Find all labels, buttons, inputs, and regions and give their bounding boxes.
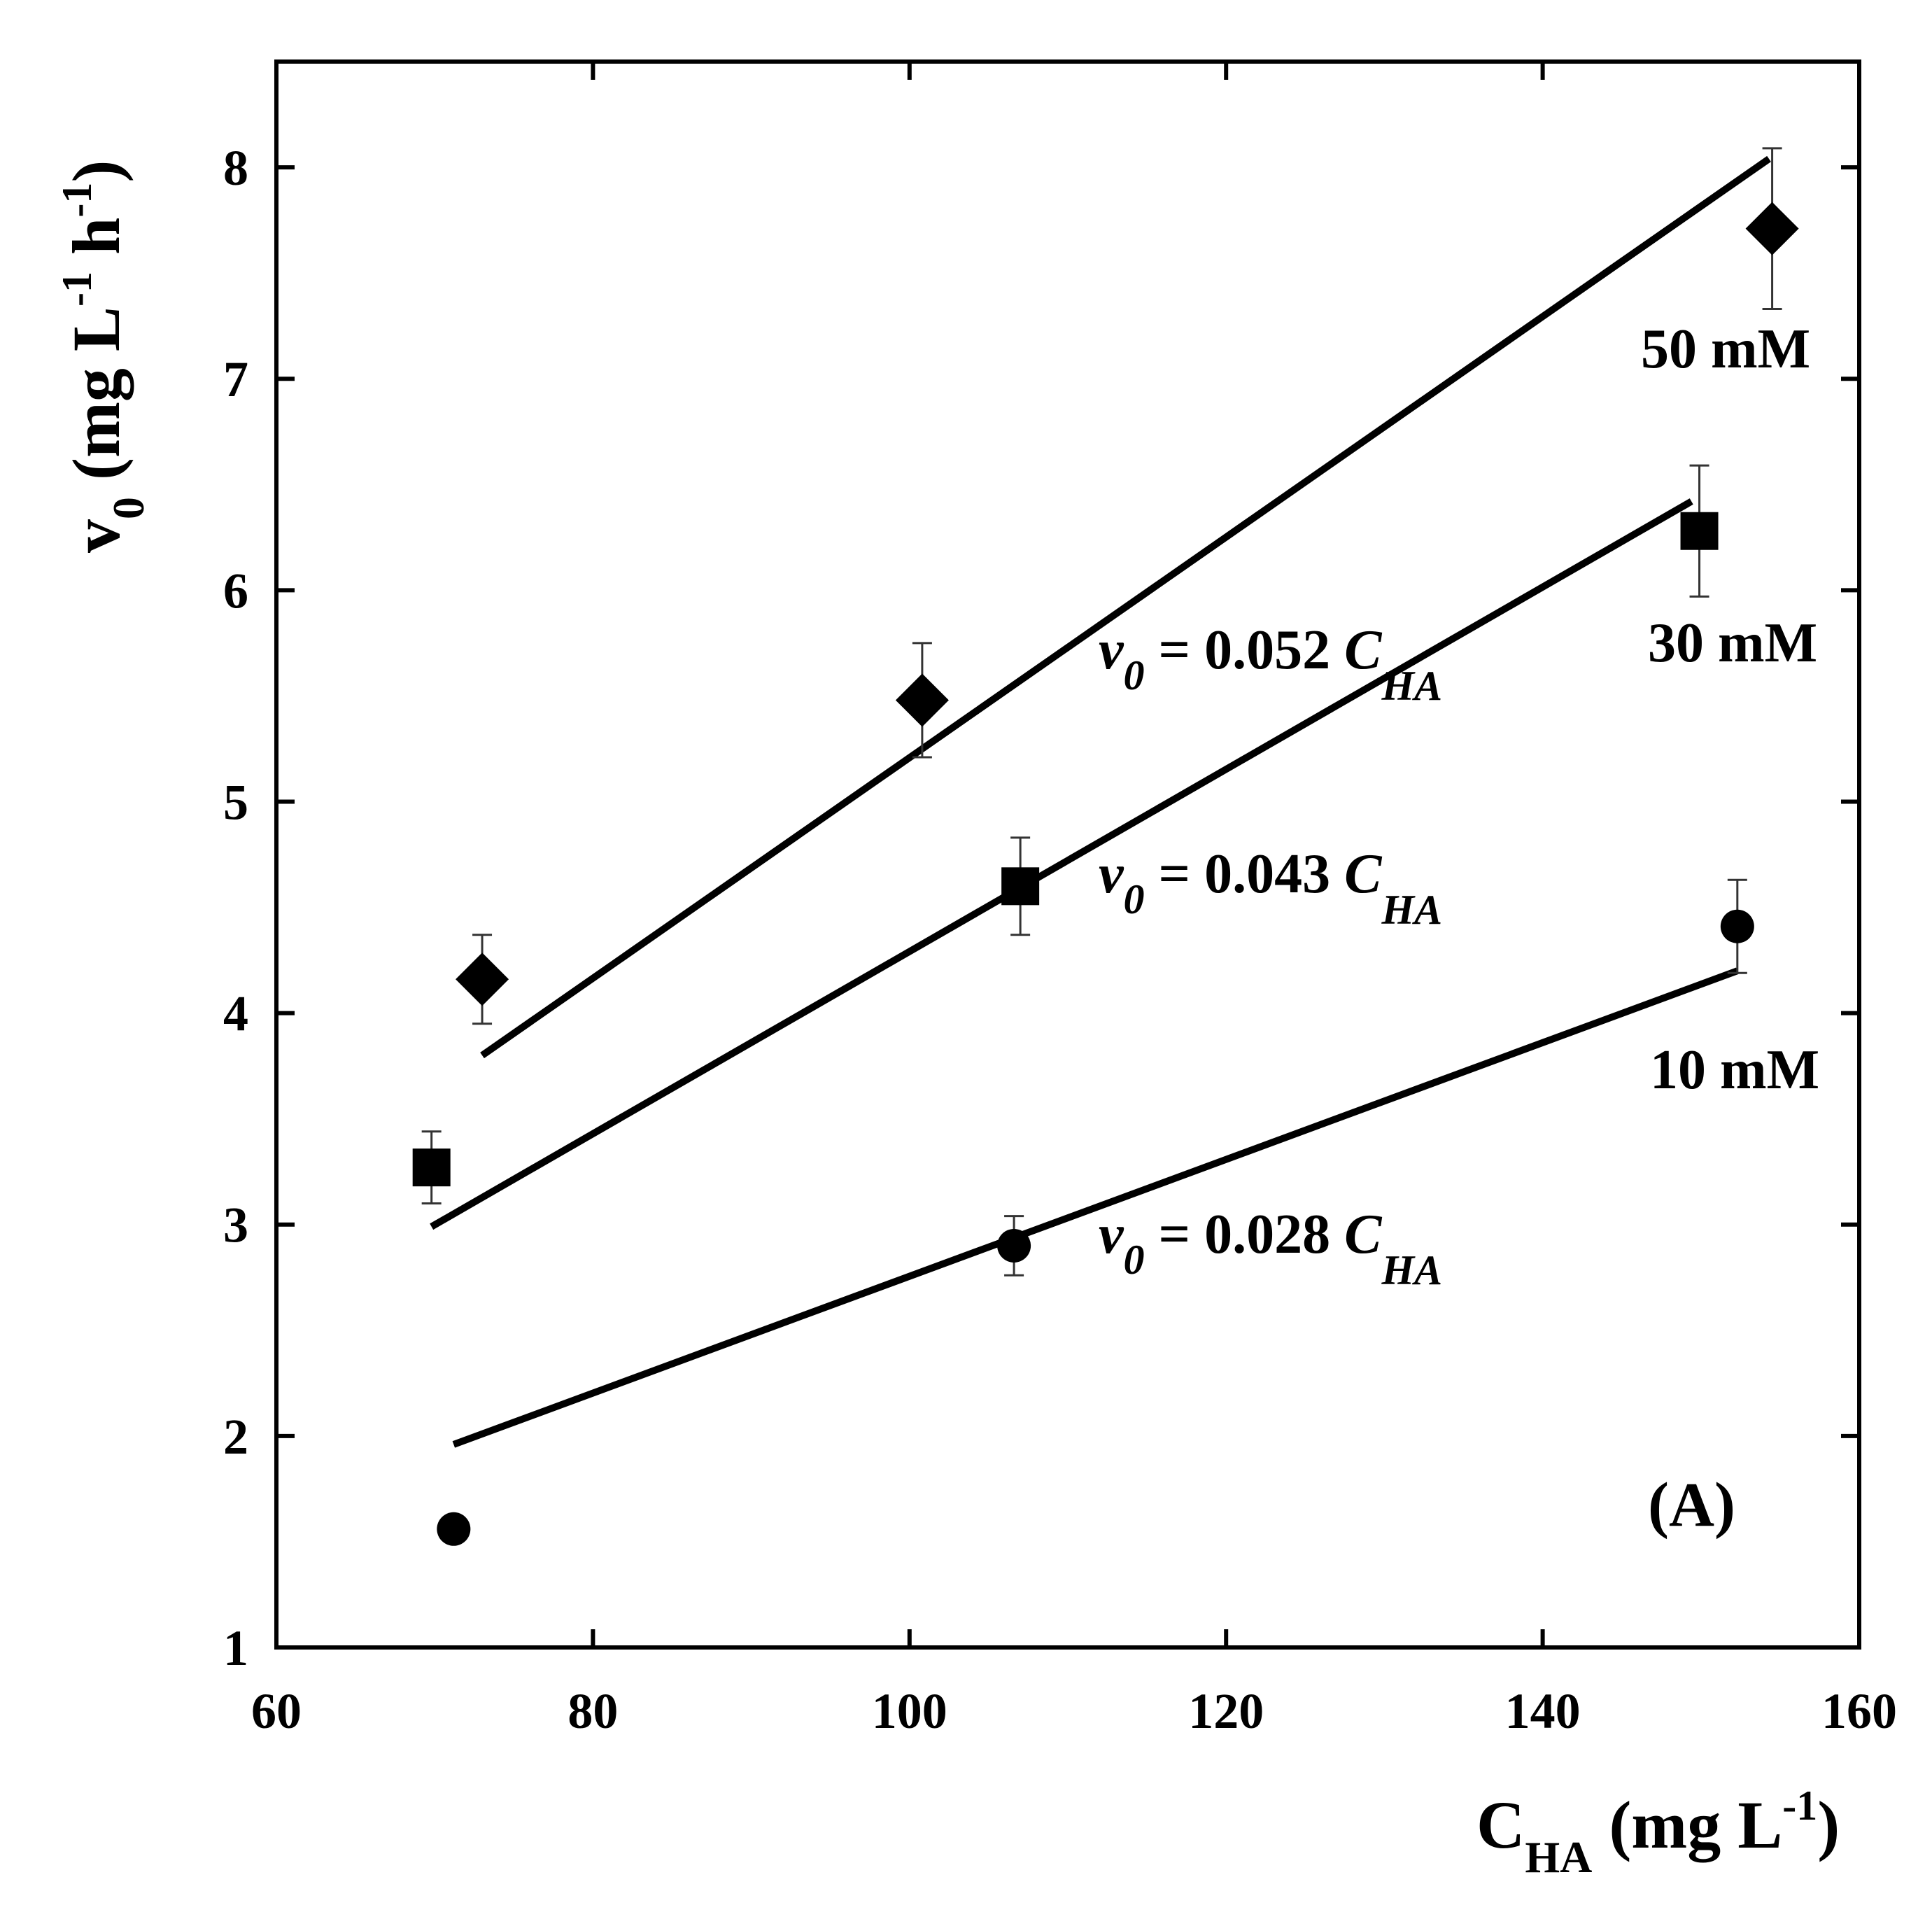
eq-50mm-text: = 0.052 [1145, 619, 1345, 681]
x-tick-label: 80 [567, 1683, 618, 1739]
x-tick-label: 100 [872, 1683, 947, 1739]
eq-50mm-coef: C [1344, 619, 1383, 681]
y-axis-title-mid: h [59, 218, 134, 272]
fit-lines [430, 155, 1771, 1448]
eq-30mm-text: = 0.043 [1145, 843, 1345, 905]
fit-line-circle [452, 967, 1739, 1448]
plot-frame [274, 59, 1861, 1650]
y-axis-title: v0 (mg L-1 h-1) [54, 160, 153, 553]
eq-10mm-var: v [1099, 1204, 1124, 1265]
eq-50mm-coef-sub: HA [1381, 663, 1442, 709]
fit-line-diamond [480, 155, 1771, 1059]
y-tick-label: 4 [223, 986, 248, 1042]
eq-30mm-coef: C [1344, 843, 1383, 905]
equation-50mm: v0 = 0.052 CHA [1099, 619, 1442, 709]
eq-10mm-coef-sub: HA [1381, 1247, 1442, 1293]
x-tick-label: 120 [1188, 1683, 1264, 1739]
x-tick-label: 160 [1821, 1683, 1897, 1739]
y-axis-title-sup2: -1 [54, 183, 100, 218]
point-diamond [1745, 202, 1799, 255]
point-diamond [895, 673, 949, 727]
y-tick-label: 5 [223, 774, 248, 830]
series-label-10mm: 10 mM [1650, 1039, 1819, 1101]
y-tick-label: 6 [223, 563, 248, 619]
x-axis-title: CHA (mg L-1) [1476, 1783, 1840, 1882]
point-diamond [456, 952, 509, 1006]
eq-30mm-coef-sub: HA [1381, 887, 1442, 933]
y-tick-label: 7 [223, 351, 248, 407]
point-square [1001, 867, 1040, 906]
y-tick-label: 8 [223, 140, 248, 196]
eq-30mm-var: v [1099, 843, 1124, 905]
eq-30mm-var-sub: 0 [1124, 876, 1145, 922]
x-axis-title-sup: -1 [1782, 1783, 1817, 1829]
y-axis-title-sup1: -1 [54, 272, 100, 307]
eq-50mm-var: v [1099, 619, 1124, 681]
equation-10mm: v0 = 0.028 CHA [1099, 1204, 1442, 1293]
equation-30mm: v0 = 0.043 CHA [1099, 843, 1442, 933]
x-axis-title-main: C [1476, 1787, 1525, 1862]
axis-ticks [274, 62, 1861, 1650]
x-tick-label: 60 [251, 1683, 302, 1739]
y-axis-title-sub: 0 [104, 497, 153, 519]
series-label-30mm: 30 mM [1648, 612, 1817, 674]
x-axis-title-sub: HA [1525, 1832, 1592, 1882]
point-square [1680, 512, 1719, 550]
fit-line-square [430, 498, 1693, 1230]
y-tick-label: 1 [223, 1620, 248, 1676]
y-axis-title-main: v [59, 519, 134, 553]
y-tick-label: 2 [223, 1409, 248, 1465]
eq-10mm-coef: C [1344, 1204, 1383, 1265]
point-circle [997, 1228, 1031, 1263]
eq-10mm-text: = 0.028 [1145, 1204, 1345, 1265]
eq-50mm-var-sub: 0 [1124, 652, 1145, 698]
x-axis-title-close: ) [1817, 1787, 1840, 1862]
error-bars [421, 147, 1782, 1541]
x-axis-title-units: (mg L [1592, 1787, 1782, 1862]
y-axis-title-units: (mg L [59, 307, 134, 497]
data-markers [412, 202, 1799, 1546]
panel-label: (A) [1648, 1470, 1735, 1540]
point-circle [1720, 909, 1754, 943]
x-tick-label: 140 [1505, 1683, 1581, 1739]
tick-labels: 60 80 100 120 140 160 1 2 3 4 5 6 7 8 [223, 140, 1897, 1739]
series-label-50mm: 50 mM [1641, 318, 1810, 380]
eq-10mm-var-sub: 0 [1124, 1237, 1145, 1283]
point-square [412, 1148, 451, 1187]
y-tick-label: 3 [223, 1197, 248, 1253]
point-circle [437, 1512, 471, 1546]
y-axis-title-close: ) [59, 160, 134, 183]
